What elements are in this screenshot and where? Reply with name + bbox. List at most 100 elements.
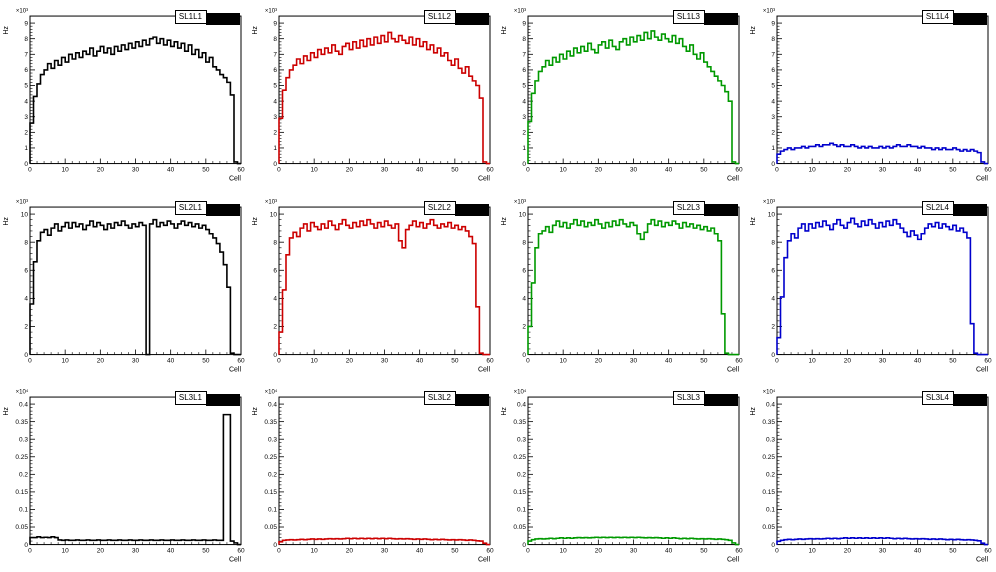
- svg-text:Cell: Cell: [229, 557, 241, 564]
- svg-text:30: 30: [879, 357, 887, 364]
- svg-text:5: 5: [273, 83, 277, 90]
- svg-text:50: 50: [949, 167, 957, 174]
- panel-title: SL3L4: [925, 393, 949, 403]
- svg-text:Hz: Hz: [252, 407, 259, 416]
- title-box-sl2l1: SL2L1: [174, 200, 241, 216]
- svg-text:0.3: 0.3: [766, 437, 775, 444]
- svg-text:2: 2: [522, 130, 526, 137]
- panel-sl1l1: 0 10 20 30 40 50 60 0 1 2 3 4 5 6 7 8 9 Cell Hz ×10³ SL1L1: [0, 0, 249, 191]
- svg-text:Cell: Cell: [478, 176, 490, 183]
- svg-text:6: 6: [24, 67, 28, 74]
- panel-title: SL2L3: [676, 202, 700, 212]
- svg-text:×10³: ×10³: [763, 199, 775, 205]
- svg-text:4: 4: [771, 295, 775, 302]
- svg-text:4: 4: [273, 295, 277, 302]
- svg-text:7: 7: [273, 51, 277, 58]
- svg-text:40: 40: [914, 357, 922, 364]
- svg-text:40: 40: [416, 548, 424, 555]
- svg-text:0: 0: [522, 542, 526, 549]
- histogram-sl1l3: 0 10 20 30 40 50 60 0 1 2 3 4 5 6 7 8 9 Cell Hz ×10³: [501, 9, 743, 183]
- svg-text:2: 2: [24, 130, 28, 137]
- svg-text:10: 10: [62, 548, 70, 555]
- svg-text:1: 1: [24, 145, 28, 152]
- svg-text:Hz: Hz: [3, 216, 10, 225]
- svg-text:Hz: Hz: [252, 26, 259, 35]
- svg-text:Hz: Hz: [3, 26, 10, 35]
- svg-text:30: 30: [630, 357, 638, 364]
- svg-text:20: 20: [346, 167, 354, 174]
- svg-text:0: 0: [277, 357, 281, 364]
- svg-text:0.3: 0.3: [268, 437, 277, 444]
- svg-text:10: 10: [62, 167, 70, 174]
- panel-sl3l4: 0 10 20 30 40 50 60 0 0.05 0.1 0.15 0.2 0.25 0.3 0.35 0…: [747, 381, 996, 572]
- svg-text:0: 0: [526, 357, 530, 364]
- svg-text:0.05: 0.05: [264, 525, 277, 532]
- svg-text:0: 0: [273, 542, 277, 549]
- title-box-sl3l2: SL3L2: [423, 391, 490, 407]
- panel-title: SL1L4: [925, 12, 949, 21]
- svg-text:Cell: Cell: [727, 366, 739, 373]
- svg-text:10: 10: [21, 211, 29, 218]
- svg-text:0.05: 0.05: [15, 525, 28, 532]
- svg-text:30: 30: [630, 548, 638, 555]
- svg-text:0.3: 0.3: [517, 437, 526, 444]
- svg-text:6: 6: [771, 267, 775, 274]
- svg-text:20: 20: [97, 167, 105, 174]
- svg-text:8: 8: [273, 239, 277, 246]
- svg-text:30: 30: [381, 357, 389, 364]
- svg-text:10: 10: [560, 167, 568, 174]
- svg-text:5: 5: [771, 83, 775, 90]
- svg-text:Hz: Hz: [750, 216, 757, 225]
- svg-text:0.35: 0.35: [762, 419, 775, 426]
- svg-text:0.1: 0.1: [766, 507, 775, 514]
- svg-text:50: 50: [202, 357, 210, 364]
- histogram-sl3l2: 0 10 20 30 40 50 60 0 0.05 0.1 0.15 0.2 0.25 0.3 0.35 0…: [252, 389, 494, 564]
- svg-text:8: 8: [771, 36, 775, 43]
- panel-sl3l2: 0 10 20 30 40 50 60 0 0.05 0.1 0.15 0.2 0.25 0.3 0.35 0…: [249, 381, 498, 572]
- svg-text:0.4: 0.4: [517, 402, 526, 409]
- svg-text:7: 7: [522, 51, 526, 58]
- svg-text:0: 0: [277, 548, 281, 555]
- svg-text:60: 60: [486, 167, 494, 174]
- title-box-sl3l1: SL3L1: [174, 391, 241, 407]
- svg-text:8: 8: [24, 239, 28, 246]
- svg-text:50: 50: [451, 167, 459, 174]
- svg-text:60: 60: [735, 167, 743, 174]
- svg-text:4: 4: [522, 98, 526, 105]
- svg-text:20: 20: [346, 548, 354, 555]
- svg-text:0: 0: [522, 351, 526, 358]
- svg-text:6: 6: [24, 267, 28, 274]
- svg-text:0.2: 0.2: [766, 472, 775, 479]
- title-box-sl2l2: SL2L2: [423, 200, 490, 216]
- svg-text:20: 20: [844, 357, 852, 364]
- svg-text:Cell: Cell: [976, 176, 988, 183]
- svg-text:6: 6: [522, 267, 526, 274]
- svg-text:×10⁴: ×10⁴: [16, 389, 29, 396]
- svg-text:Cell: Cell: [727, 176, 739, 183]
- svg-text:×10³: ×10³: [265, 199, 277, 205]
- svg-text:0: 0: [277, 167, 281, 174]
- svg-text:0.15: 0.15: [15, 489, 28, 496]
- svg-text:Cell: Cell: [478, 366, 490, 373]
- svg-text:1: 1: [771, 145, 775, 152]
- svg-text:0.25: 0.25: [264, 454, 277, 461]
- panel-sl1l4: 0 10 20 30 40 50 60 0 1 2 3 4 5 6 7 8 9 Cell Hz ×10³ SL1L4: [747, 0, 996, 191]
- svg-text:0: 0: [526, 167, 530, 174]
- svg-text:2: 2: [273, 323, 277, 330]
- svg-text:×10³: ×10³: [763, 9, 775, 15]
- svg-text:0.35: 0.35: [513, 419, 526, 426]
- svg-text:Hz: Hz: [750, 407, 757, 416]
- svg-text:4: 4: [522, 295, 526, 302]
- svg-text:0: 0: [28, 357, 32, 364]
- svg-text:×10³: ×10³: [16, 9, 28, 15]
- svg-text:Cell: Cell: [478, 557, 490, 564]
- svg-text:0.4: 0.4: [19, 402, 28, 409]
- svg-text:0: 0: [526, 548, 530, 555]
- svg-text:20: 20: [844, 167, 852, 174]
- svg-text:0: 0: [771, 161, 775, 168]
- panel-title: SL1L1: [178, 12, 202, 21]
- svg-text:0.2: 0.2: [268, 472, 277, 479]
- svg-text:9: 9: [273, 20, 277, 27]
- svg-text:60: 60: [237, 167, 245, 174]
